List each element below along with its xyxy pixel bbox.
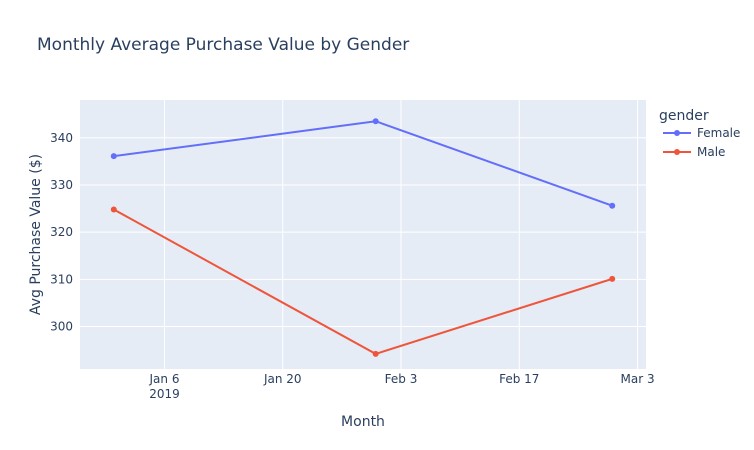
legend-label-male: Male bbox=[697, 145, 725, 159]
chart-title: Monthly Average Purchase Value by Gender bbox=[37, 35, 409, 55]
plot-area bbox=[80, 100, 646, 369]
series-female bbox=[110, 118, 616, 209]
x-tick-label: Feb 17 bbox=[499, 372, 539, 386]
y-tick-label: 310 bbox=[50, 272, 73, 286]
data-point-male[interactable] bbox=[372, 350, 379, 357]
y-tick-label: 300 bbox=[50, 320, 73, 334]
x-tick-sublabel: 2019 bbox=[149, 387, 180, 401]
legend-label-female: Female bbox=[697, 126, 740, 140]
legend-item-male[interactable]: Male bbox=[663, 145, 725, 159]
x-tick-label: Mar 3 bbox=[621, 372, 655, 386]
data-point-female[interactable] bbox=[110, 153, 117, 160]
series-group bbox=[110, 118, 616, 357]
series-male bbox=[110, 206, 616, 357]
y-tick-label: 340 bbox=[50, 131, 73, 145]
x-tick-label: Jan 6 bbox=[149, 372, 180, 386]
legend-title: gender bbox=[659, 108, 709, 124]
y-axis-title: Avg Purchase Value ($) bbox=[28, 154, 44, 315]
x-axis-title: Month bbox=[341, 414, 385, 430]
y-axis-ticks: 300 310 320 330 340 bbox=[50, 131, 73, 334]
legend-marker-female bbox=[674, 130, 680, 136]
data-point-female[interactable] bbox=[372, 118, 379, 125]
data-point-male[interactable] bbox=[609, 275, 616, 282]
legend-item-female[interactable]: Female bbox=[663, 126, 740, 140]
gridlines bbox=[80, 100, 646, 369]
legend-marker-male bbox=[674, 149, 680, 155]
legend: gender Female Male bbox=[659, 108, 740, 159]
x-tick-label: Feb 3 bbox=[385, 372, 418, 386]
data-point-female[interactable] bbox=[609, 202, 616, 209]
x-tick-label: Jan 20 bbox=[263, 372, 302, 386]
y-tick-label: 320 bbox=[50, 225, 73, 239]
data-point-male[interactable] bbox=[110, 206, 117, 213]
y-tick-label: 330 bbox=[50, 178, 73, 192]
